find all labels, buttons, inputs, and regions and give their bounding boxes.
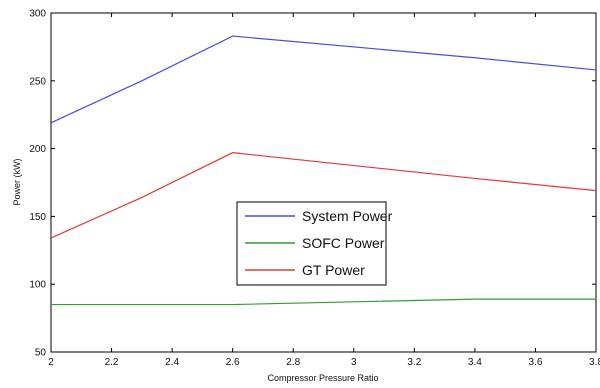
series-line bbox=[50, 35, 597, 124]
y-tick-label: 300 bbox=[29, 9, 46, 20]
y-tick-label: 150 bbox=[29, 212, 46, 223]
x-axis-ticks: 2 2.2 2.4 2.6 2.8 3 3.2 3.4 3.6 3.8 bbox=[48, 13, 600, 368]
series-lines bbox=[50, 35, 597, 306]
x-tick-label: 2 bbox=[48, 357, 54, 368]
y-tick-label: 200 bbox=[29, 144, 46, 155]
y-tick-label: 50 bbox=[35, 348, 47, 359]
x-tick-label: 3.2 bbox=[407, 357, 421, 368]
x-tick-label: 3.8 bbox=[589, 357, 600, 368]
y-tick-label: 250 bbox=[29, 76, 46, 87]
y-tick-label: 100 bbox=[29, 280, 46, 291]
legend-label: SOFC Power bbox=[302, 235, 385, 251]
x-tick-label: 2.8 bbox=[286, 357, 300, 368]
x-tick-label: 2.2 bbox=[105, 357, 119, 368]
series-line bbox=[50, 152, 597, 239]
x-tick-label: 2.4 bbox=[165, 357, 179, 368]
legend: System Power SOFC Power GT Power bbox=[236, 201, 393, 286]
x-tick-label: 3.4 bbox=[468, 357, 482, 368]
y-axis-ticks: 50 100 150 200 250 300 bbox=[29, 9, 596, 359]
legend-label: GT Power bbox=[302, 262, 365, 278]
plot-area bbox=[50, 12, 597, 353]
x-axis-label: Compressor Pressure Ratio bbox=[267, 373, 378, 383]
x-tick-label: 2.6 bbox=[226, 357, 240, 368]
y-axis-label: Power (kW) bbox=[12, 158, 22, 205]
series-line bbox=[51, 298, 596, 306]
legend-label: System Power bbox=[302, 208, 393, 224]
x-tick-label: 3 bbox=[351, 357, 357, 368]
x-tick-label: 3.6 bbox=[528, 357, 542, 368]
